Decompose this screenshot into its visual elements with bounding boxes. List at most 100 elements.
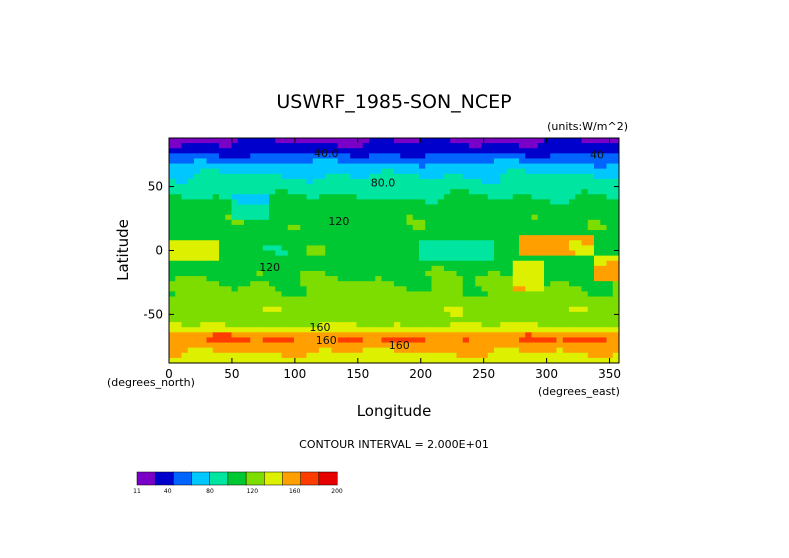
- field-cell: [381, 184, 389, 190]
- field-cell: [200, 270, 207, 277]
- field-cell: [544, 194, 551, 200]
- field-cell: [319, 352, 326, 359]
- field-cell: [481, 260, 489, 267]
- field-cell: [181, 316, 189, 323]
- field-cell: [437, 306, 445, 313]
- field-cell: [312, 276, 320, 282]
- field-cell: [562, 342, 570, 349]
- field-cell: [450, 153, 457, 159]
- field-cell: [362, 148, 370, 154]
- field-cell: [481, 214, 489, 221]
- field-cell: [275, 357, 282, 364]
- field-cell: [181, 276, 189, 282]
- field-cell: [337, 301, 345, 308]
- field-cell: [450, 245, 457, 251]
- field-cell: [231, 219, 239, 226]
- field-cell: [250, 281, 257, 287]
- field-cell: [419, 316, 426, 323]
- field-cell: [575, 163, 582, 170]
- field-cell: [606, 306, 614, 313]
- field-cell: [250, 158, 257, 164]
- field-cell: [419, 178, 426, 185]
- field-cell: [256, 276, 264, 282]
- field-cell: [319, 281, 326, 287]
- field-cell: [300, 168, 307, 175]
- field-cell: [519, 178, 526, 185]
- field-cell: [537, 214, 545, 221]
- field-cell: [500, 189, 507, 195]
- field-cell: [456, 342, 464, 349]
- field-cell: [506, 332, 514, 338]
- field-cell: [375, 281, 382, 287]
- field-cell: [175, 337, 182, 343]
- field-cell: [419, 168, 426, 175]
- field-cell: [512, 311, 520, 318]
- field-cell: [256, 184, 264, 190]
- field-cell: [212, 306, 220, 313]
- field-cell: [300, 204, 307, 210]
- field-cell: [419, 342, 426, 349]
- field-cell: [331, 235, 339, 241]
- field-cell: [406, 260, 414, 267]
- y-axis-title: Latitude: [114, 219, 132, 281]
- field-cell: [500, 153, 507, 159]
- field-cell: [269, 357, 276, 364]
- field-cell: [450, 138, 457, 144]
- field-cell: [519, 296, 526, 303]
- field-cell: [206, 296, 214, 303]
- field-cell: [512, 357, 520, 364]
- field-cell: [344, 327, 351, 333]
- field-cell: [425, 153, 432, 159]
- field-cell: [412, 138, 420, 144]
- field-cell: [531, 332, 539, 338]
- field-cell: [250, 311, 257, 318]
- field-cell: [412, 173, 420, 180]
- field-cell: [200, 219, 207, 226]
- field-cell: [375, 173, 382, 180]
- field-cell: [519, 286, 526, 292]
- field-cell: [462, 352, 470, 359]
- field-cell: [612, 296, 620, 303]
- field-cell: [575, 178, 582, 185]
- field-cell: [237, 189, 245, 195]
- field-cell: [312, 230, 320, 236]
- field-cell: [594, 158, 601, 164]
- field-cell: [575, 209, 582, 216]
- field-cell: [194, 204, 201, 210]
- field-cell: [487, 322, 495, 328]
- field-cell: [325, 352, 332, 359]
- field-cell: [256, 148, 264, 154]
- field-cell: [450, 204, 457, 210]
- field-cell: [244, 306, 251, 313]
- field-cell: [594, 301, 601, 308]
- field-cell: [594, 270, 601, 277]
- field-cell: [425, 199, 432, 205]
- field-cell: [331, 250, 339, 257]
- field-cell: [212, 352, 220, 359]
- field-cell: [250, 240, 257, 246]
- field-cell: [575, 270, 582, 277]
- field-cell: [531, 250, 539, 257]
- field-cell: [581, 306, 589, 313]
- field-cell: [575, 332, 582, 338]
- field-cell: [275, 327, 282, 333]
- field-cell: [475, 327, 482, 333]
- field-cell: [475, 230, 482, 236]
- field-cell: [281, 240, 289, 246]
- field-cell: [550, 260, 557, 267]
- field-cell: [294, 173, 301, 180]
- field-cell: [500, 337, 507, 343]
- field-cell: [325, 204, 332, 210]
- field-cell: [487, 143, 495, 149]
- field-cell: [300, 178, 307, 185]
- field-cell: [481, 291, 489, 297]
- field-cell: [369, 337, 376, 343]
- field-cell: [356, 337, 364, 343]
- field-cell: [444, 230, 451, 236]
- field-cell: [462, 219, 470, 226]
- field-cell: [331, 158, 339, 164]
- field-cell: [587, 296, 595, 303]
- field-cell: [594, 337, 601, 343]
- field-cell: [394, 173, 401, 180]
- field-cell: [344, 357, 351, 364]
